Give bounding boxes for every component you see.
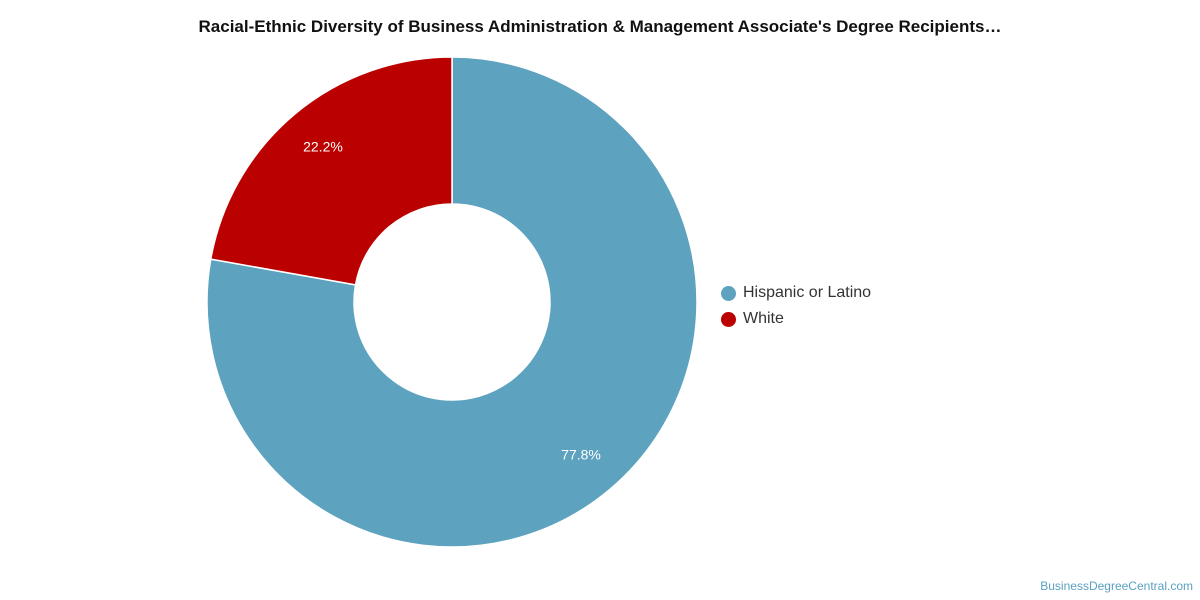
- legend-swatch: [721, 285, 736, 301]
- data-label-hispanic-or-latino: 77.8%: [561, 447, 601, 463]
- legend-label: White: [743, 310, 784, 327]
- legend-swatch: [721, 311, 736, 327]
- slice-white[interactable]: [209, 56, 453, 286]
- chart-title: Racial-Ethnic Diversity of Business Admi…: [198, 17, 1002, 36]
- data-labels-group: 77.8% 22.2%: [303, 139, 601, 463]
- slices-group: [206, 56, 698, 548]
- legend-label: Hispanic or Latino: [743, 284, 872, 301]
- source-credit: BusinessDegreeCentral.com: [1040, 579, 1193, 593]
- legend-item[interactable]: White: [721, 306, 871, 332]
- legend-item[interactable]: Hispanic or Latino: [721, 280, 871, 306]
- data-label-white: 22.2%: [303, 139, 343, 155]
- slice-hispanic-or-latino[interactable]: [206, 56, 698, 548]
- legend: Hispanic or Latino White: [721, 280, 871, 332]
